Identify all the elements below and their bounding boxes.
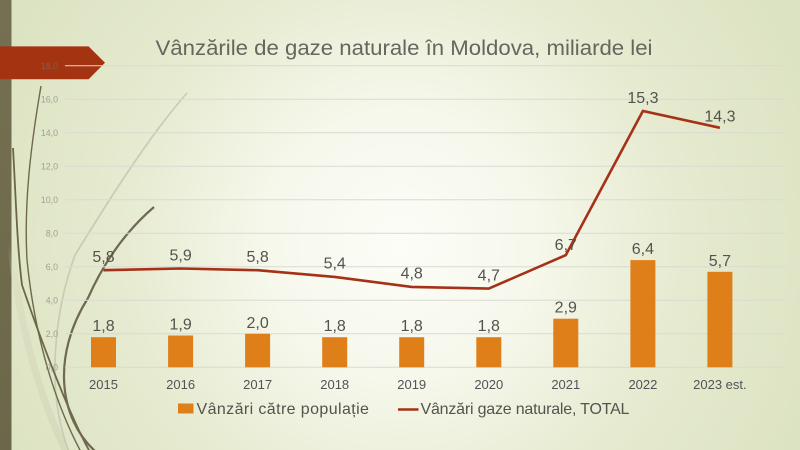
svg-text:2018: 2018 bbox=[320, 377, 349, 392]
svg-text:6,4: 6,4 bbox=[632, 241, 654, 258]
svg-text:Vânzările de gaze naturale în: Vânzările de gaze naturale în Moldova, m… bbox=[156, 36, 653, 60]
svg-text:5,7: 5,7 bbox=[709, 253, 731, 270]
svg-text:18,0: 18,0 bbox=[41, 61, 58, 71]
svg-text:2020: 2020 bbox=[474, 377, 503, 392]
svg-text:2,0: 2,0 bbox=[246, 315, 268, 332]
svg-text:0,0: 0,0 bbox=[46, 363, 58, 373]
svg-text:1,8: 1,8 bbox=[324, 318, 346, 335]
svg-text:10,0: 10,0 bbox=[41, 195, 58, 205]
svg-text:2,9: 2,9 bbox=[555, 300, 577, 317]
svg-text:6,7: 6,7 bbox=[555, 237, 577, 254]
svg-text:2021: 2021 bbox=[551, 377, 580, 392]
svg-text:Vânzări gaze naturale, TOTAL: Vânzări gaze naturale, TOTAL bbox=[421, 401, 630, 418]
svg-text:2022: 2022 bbox=[628, 377, 657, 392]
svg-text:Vânzări către populație: Vânzări către populație bbox=[197, 401, 370, 418]
svg-text:1,8: 1,8 bbox=[92, 318, 114, 335]
svg-text:2,0: 2,0 bbox=[46, 329, 58, 339]
svg-text:2015: 2015 bbox=[89, 377, 118, 392]
svg-text:2019: 2019 bbox=[397, 377, 426, 392]
svg-text:12,0: 12,0 bbox=[41, 162, 58, 172]
svg-text:2016: 2016 bbox=[166, 377, 195, 392]
svg-text:6,0: 6,0 bbox=[46, 262, 58, 272]
svg-text:15,3: 15,3 bbox=[627, 90, 658, 107]
svg-text:5,8: 5,8 bbox=[246, 249, 268, 266]
svg-text:5,8: 5,8 bbox=[92, 249, 114, 266]
svg-text:5,9: 5,9 bbox=[169, 247, 191, 264]
svg-text:2017: 2017 bbox=[243, 377, 272, 392]
svg-text:4,8: 4,8 bbox=[401, 266, 423, 283]
svg-text:14,3: 14,3 bbox=[704, 109, 735, 126]
svg-text:4,7: 4,7 bbox=[478, 267, 500, 284]
svg-text:16,0: 16,0 bbox=[41, 95, 58, 105]
svg-text:8,0: 8,0 bbox=[46, 229, 58, 239]
svg-text:1,8: 1,8 bbox=[401, 318, 423, 335]
svg-text:5,4: 5,4 bbox=[324, 256, 346, 273]
svg-text:1,8: 1,8 bbox=[478, 318, 500, 335]
svg-text:2023 est.: 2023 est. bbox=[693, 377, 747, 392]
svg-text:1,9: 1,9 bbox=[169, 317, 191, 334]
svg-text:4,0: 4,0 bbox=[46, 296, 58, 306]
svg-text:14,0: 14,0 bbox=[41, 128, 58, 138]
